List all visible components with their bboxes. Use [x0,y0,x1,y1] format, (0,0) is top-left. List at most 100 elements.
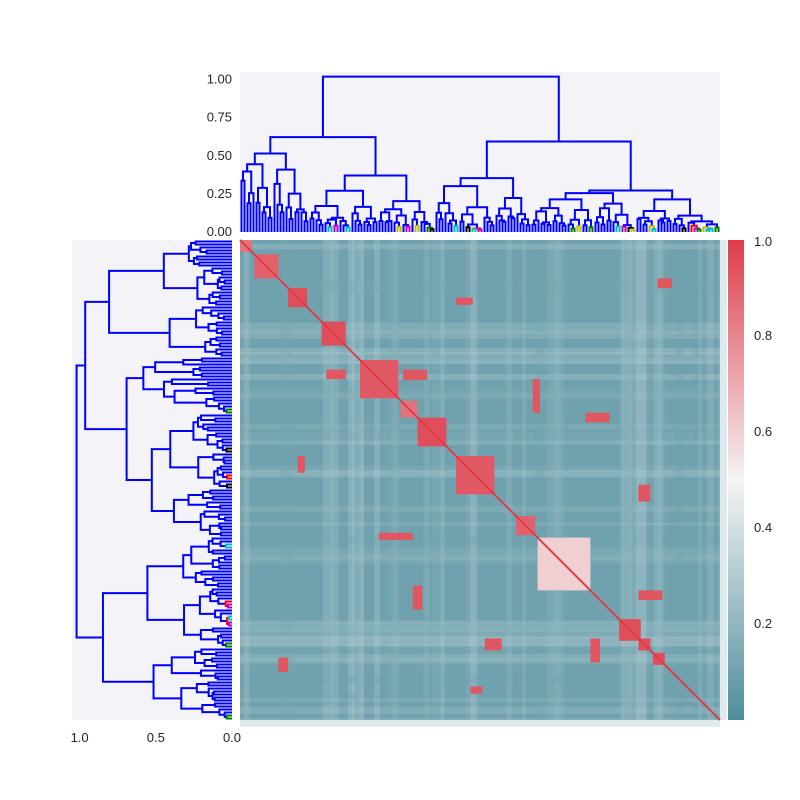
dendrogram-link [485,140,632,191]
dendrogram-link [714,226,720,232]
dendrogram-link [246,202,252,232]
heatmap-row-band [240,505,720,513]
dendrogram-link [217,635,223,644]
dendrogram-link [195,683,209,694]
heatmap-row-band [240,626,720,633]
dendrogram-link [213,702,232,708]
dendrogram-link [211,267,232,274]
dendrogram-link [216,440,223,449]
dendrogram-link [365,217,376,223]
heatmap-row-band [240,534,720,544]
dendrogram-link [392,200,421,212]
dendrogram-link [648,225,655,232]
dendrogram-link [606,219,612,232]
dendrogram-link [101,592,154,683]
heatmap-column-band [348,240,355,720]
dendrogram-link [225,408,232,414]
dendrogram-link [596,216,604,225]
dendrogram-link [486,220,493,232]
dendrogram-link [199,246,232,253]
dendrogram-link [199,629,219,641]
dendrogram-link [345,226,351,232]
heatmap-row-band [240,633,720,639]
dendrogram-link [152,664,182,700]
dendrogram-link [503,197,523,215]
heatmap-column-band [431,240,441,720]
dendrogram-link [540,222,546,232]
dendrogram-link [207,681,232,687]
dendrogram-link [195,309,209,329]
dendrogram-link [659,217,670,222]
dendrogram-link [215,432,232,438]
dendrogram-link [666,220,672,232]
dendrogram-link [678,224,685,232]
dendrogram-link [267,216,273,232]
dendrogram-link [209,590,219,603]
dendrogram-link [215,651,232,657]
dendrogram-link [287,192,302,210]
dendrogram-link [411,218,418,232]
heatmap-column-band [637,240,647,720]
dendrogram-link [309,217,315,232]
heatmap-column-band [626,240,633,720]
heatmap-offdiagonal-cell [585,412,610,423]
heatmap-row-band [240,331,720,340]
dendrogram-link [218,402,232,410]
dendrogram-link [218,276,232,283]
dendrogram-link [395,214,407,226]
dendrogram-link [525,224,531,232]
dendrogram-link [209,338,220,346]
dendrogram-link [246,163,264,188]
dendrogram-link [642,223,648,232]
top-dendrogram-links [240,75,720,232]
dendrogram-link [210,309,232,317]
heatmap-offdiagonal-cell [470,686,483,694]
dendrogram-link [211,657,232,663]
heatmap-row-band [240,718,720,727]
dendrogram-link [222,315,232,321]
dendrogram-link [208,293,217,304]
dendrogram-link [221,639,232,646]
dendrogram-link [521,218,529,226]
dendrogram-link [225,483,232,489]
colorbar-ticks: 1.0 0.8 0.6 0.4 0.2 [754,234,772,631]
dendrogram-link [588,189,674,200]
dendrogram-link [225,447,232,453]
dendrogram-link [206,434,218,446]
dendrogram-link [705,223,718,228]
dendrogram-link [443,185,479,208]
dendrogram-link [429,228,435,232]
dendrogram-link [354,205,372,219]
dendrogram-link [194,387,232,394]
heatmap-row-band [240,657,720,665]
dendrogram-link [253,152,287,170]
dendrogram-link [363,220,370,232]
heatmap-offdiagonal-cell [484,638,502,651]
dendrogram-link [219,612,232,622]
heatmap-column-band [356,240,364,720]
dendrogram-link [318,223,324,232]
dendrogram-link [438,218,444,232]
heatmap-row-band [240,547,720,556]
heatmap-row-band [240,646,720,656]
dendrogram-link [467,223,478,229]
dendrogram-link [205,398,220,408]
dendrogram-link [405,225,411,232]
dendrogram-link [321,75,560,142]
dendrogram-link [540,207,560,216]
dendrogram-link [681,227,687,232]
dendrogram-link [314,204,339,218]
dendrogram-link [461,213,474,225]
dendrogram-link [187,494,208,506]
dendrogram-link [495,214,503,232]
dendrogram-link [215,321,232,327]
dendrogram-link [224,516,232,522]
dendrogram-link [227,621,232,627]
heatmap-row-band [240,626,720,636]
dendrogram-link [206,501,232,508]
dendrogram-link [194,650,205,664]
dendrogram-link [211,559,220,568]
dendrogram-link [261,211,267,232]
dendrogram-link [198,595,216,615]
dendrogram-link [218,564,232,570]
